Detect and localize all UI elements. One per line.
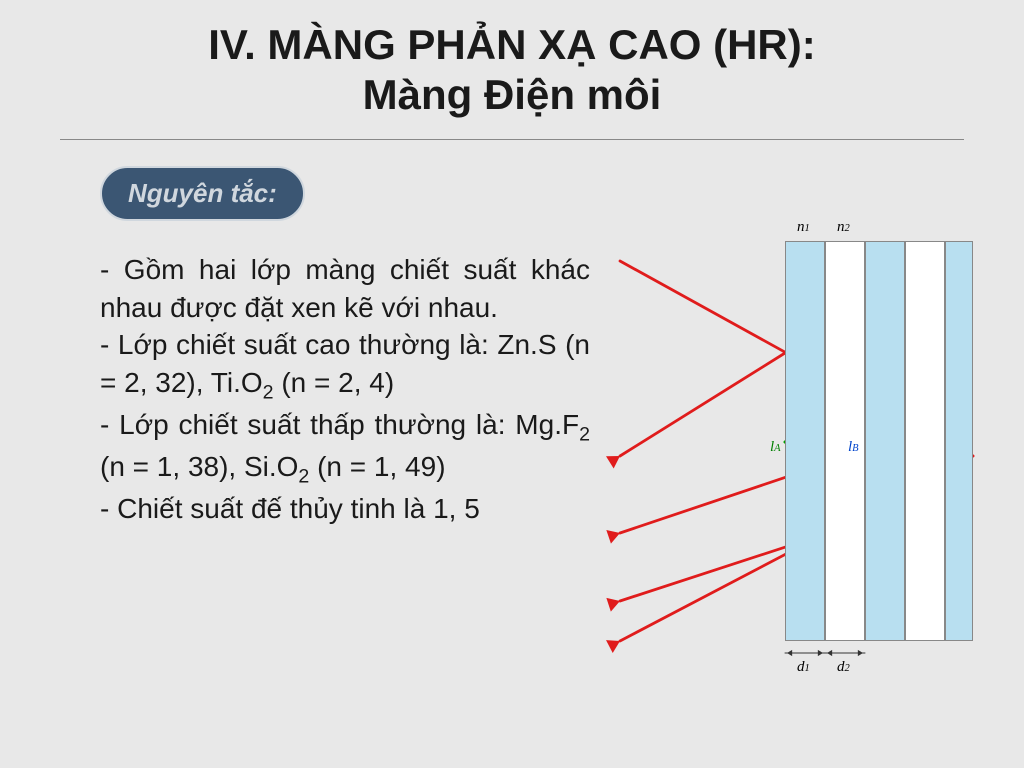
- content-row: - Gồm hai lớp màng chiết suất khác nhau …: [0, 221, 1024, 671]
- interface-label-1: lB: [848, 439, 859, 456]
- layer-bottom-label-1: d2: [837, 659, 850, 676]
- slide-title: IV. MÀNG PHẢN XẠ CAO (HR): Màng Điện môi: [0, 0, 1024, 131]
- layer-4: [945, 241, 973, 641]
- principle-badge: Nguyên tắc:: [100, 166, 305, 221]
- layer-top-label-0: n1: [797, 219, 810, 236]
- interface-label-0: lA: [770, 439, 781, 456]
- title-line-2: Màng Điện môi: [80, 70, 944, 120]
- layer-3: [905, 241, 945, 641]
- body-text: - Gồm hai lớp màng chiết suất khác nhau …: [100, 251, 590, 528]
- layer-0: [785, 241, 825, 641]
- layer-top-label-1: n2: [837, 219, 850, 236]
- layer-diagram: n1d1n2d2lAlB: [600, 201, 980, 671]
- layer-2: [865, 241, 905, 641]
- layer-bottom-label-0: d1: [797, 659, 810, 676]
- layer-1: [825, 241, 865, 641]
- title-line-1: IV. MÀNG PHẢN XẠ CAO (HR):: [80, 20, 944, 70]
- title-divider: [60, 139, 964, 140]
